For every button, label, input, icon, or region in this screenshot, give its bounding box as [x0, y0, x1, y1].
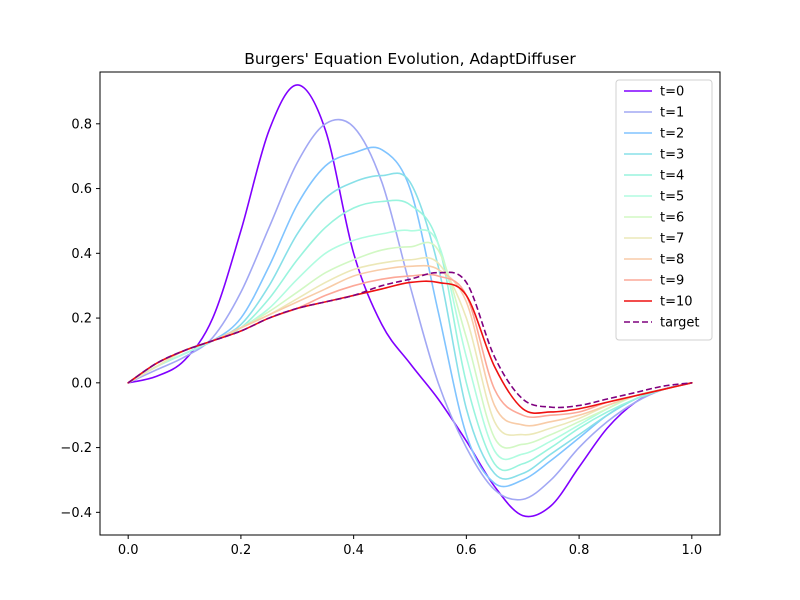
x-tick-label: 0.0 — [118, 543, 139, 558]
series-line-t-5 — [127, 229, 693, 461]
plot-area — [127, 84, 693, 518]
chart-title: Burgers' Equation Evolution, AdaptDiffus… — [244, 50, 576, 68]
y-tick-label: 0.4 — [71, 247, 92, 262]
legend-label: t=10 — [660, 295, 693, 310]
legend-label: t=4 — [660, 169, 684, 184]
legend-label: t=7 — [660, 232, 684, 247]
y-tick-label: 0.2 — [71, 312, 92, 327]
legend: t=0 t=1 t=2 t=3 t=4 t=5 t=6 t=7 t=8 t=9 t=10 target — [615, 79, 713, 341]
series-line-t-6 — [127, 241, 693, 449]
series-line-t-4 — [127, 199, 693, 472]
series-line-t-8 — [127, 264, 693, 427]
axes-frame — [99, 71, 721, 536]
legend-label: target — [660, 316, 700, 331]
series-line-t-10 — [127, 280, 693, 414]
legend-label: t=1 — [660, 106, 684, 121]
y-tick-label: 0.8 — [71, 117, 92, 132]
legend-label: t=5 — [660, 190, 684, 205]
x-tick-label: 0.4 — [343, 543, 364, 558]
x-tick-label: 0.8 — [569, 543, 590, 558]
axes: 0.0 0.2 0.4 0.6 0.8 1.0 −0.4 −0.2 0.0 0.2 0.4 0.6 0.… — [60, 71, 721, 558]
series-line-target — [127, 271, 692, 409]
y-tick-label: 0.0 — [71, 376, 92, 391]
legend-label: t=0 — [660, 85, 684, 100]
legend-label: t=8 — [660, 253, 684, 268]
x-tick-label: 1.0 — [681, 543, 702, 558]
y-tick-label: −0.4 — [60, 506, 92, 521]
legend-label: t=2 — [660, 127, 684, 142]
x-tick-label: 0.2 — [231, 543, 252, 558]
legend-label: t=3 — [660, 148, 684, 163]
legend-label: t=6 — [660, 211, 684, 226]
legend-box — [615, 79, 713, 341]
x-tick-label: 0.6 — [456, 543, 477, 558]
series-line-t-3 — [127, 172, 693, 480]
series-line-t-0 — [127, 84, 693, 518]
legend-label: t=9 — [660, 274, 684, 289]
y-tick-label: −0.2 — [60, 441, 92, 456]
series-line-t-1 — [127, 118, 693, 501]
series-line-t-9 — [127, 273, 693, 419]
y-tick-label: 0.6 — [71, 182, 92, 197]
